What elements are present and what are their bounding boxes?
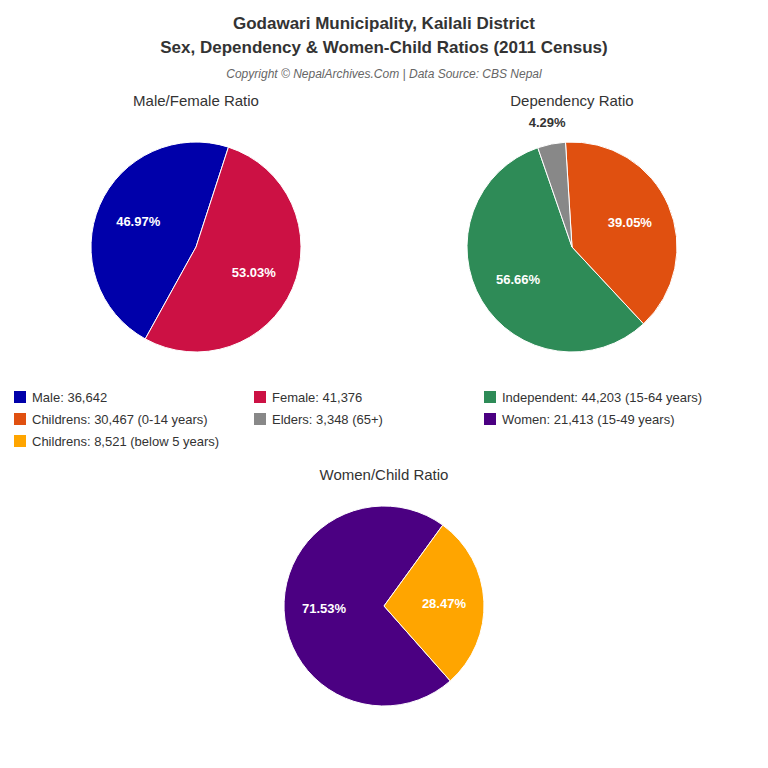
html-text:Women/Child Ratio: Women/Child Ratio — [319, 466, 449, 483]
html-text:Childrens: 30,467 (0-14 years): Childrens: 30,467 (0-14 years) — [32, 411, 208, 427]
html-text:Male: 36,642: Male: 36,642 — [32, 389, 108, 405]
html-text:Copyright © NepalArchives.Com: Copyright © NepalArchives.Com | Data Sou… — [226, 67, 542, 81]
svg-text:53.03%: 53.03% — [232, 265, 277, 280]
svg-text:56.66%: 56.66% — [496, 272, 541, 287]
html-text:Male/Female Ratio: Male/Female Ratio — [133, 92, 259, 109]
html-text:Dependency Ratio: Dependency Ratio — [510, 92, 634, 109]
svg-text:39.05%: 39.05% — [608, 215, 653, 230]
html-text:Female: 41,376: Female: 41,376 — [272, 389, 363, 405]
svg-text:46.97%: 46.97% — [116, 214, 161, 229]
html-text:Women: 21,413 (15-49 years): Women: 21,413 (15-49 years) — [502, 411, 675, 427]
html-text:Independent: 44,203 (15-64 yea: Independent: 44,203 (15-64 years) — [502, 389, 703, 405]
svg-text:28.47%: 28.47% — [422, 596, 467, 611]
html-text:Childrens: 8,521 (below 5 year: Childrens: 8,521 (below 5 years) — [32, 433, 220, 449]
html-text:Elders: 3,348 (65+): Elders: 3,348 (65+) — [272, 411, 383, 427]
svg-text:71.53%: 71.53% — [302, 601, 347, 616]
html-text:Godawari Municipality, Kailali: Godawari Municipality, Kailali District — [233, 14, 535, 33]
html-text:Sex, Dependency & Women-Child: Sex, Dependency & Women-Child Ratios (20… — [160, 38, 608, 57]
svg-text:4.29%: 4.29% — [529, 115, 566, 130]
